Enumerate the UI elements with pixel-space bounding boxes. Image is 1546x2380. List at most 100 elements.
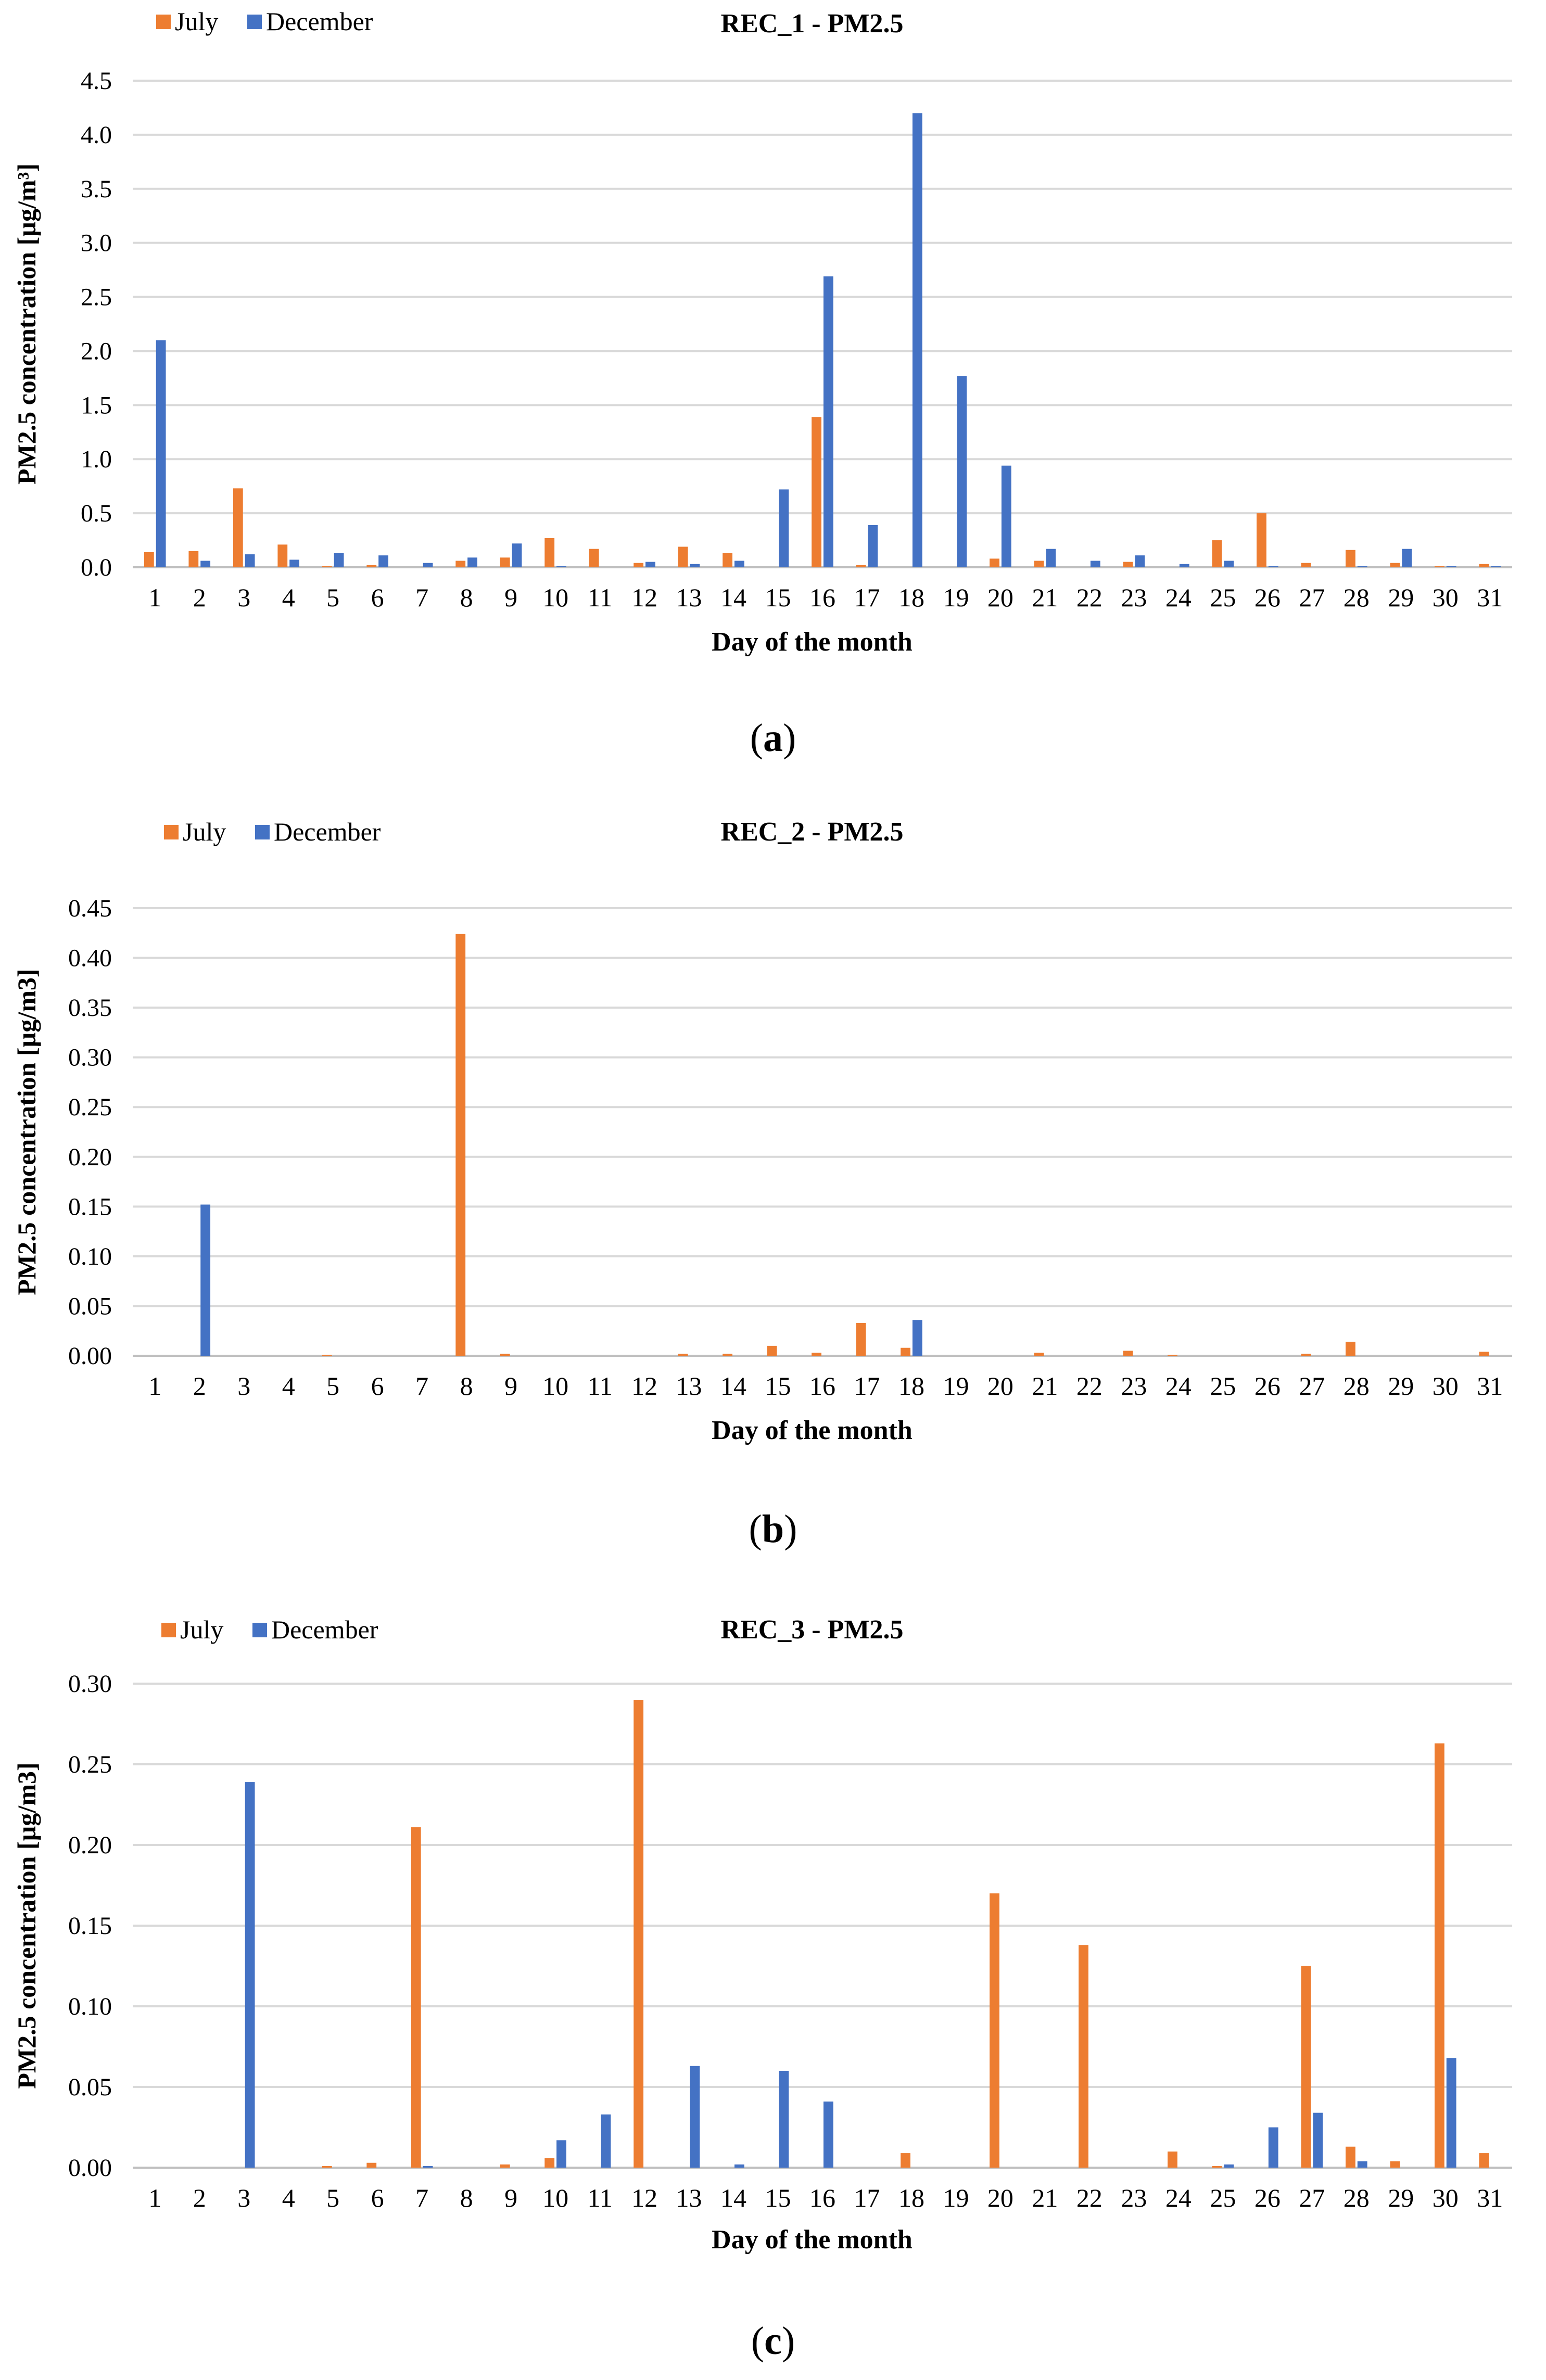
bar-july-day-31	[1479, 1352, 1489, 1356]
x-tick-label: 29	[1388, 583, 1414, 612]
bar-december-day-16	[823, 2101, 833, 2168]
bar-december-day-7	[423, 563, 433, 567]
x-tick-label: 20	[987, 583, 1013, 612]
x-tick-label: 30	[1433, 583, 1459, 612]
y-tick-label: 0.10	[68, 1993, 112, 2020]
y-tick-label: 3.5	[81, 175, 112, 203]
legend-label-july: July	[180, 1615, 223, 1644]
bar-july-day-2	[188, 551, 199, 567]
x-tick-label: 14	[720, 2183, 746, 2212]
x-tick-label: 28	[1344, 1371, 1370, 1401]
bar-december-day-17	[868, 525, 878, 567]
bar-december-day-25	[1224, 2164, 1234, 2168]
legend-label-july: July	[175, 7, 218, 36]
bar-december-day-26	[1268, 2127, 1278, 2168]
caption-b: (b)	[749, 1507, 797, 1551]
bar-december-day-29	[1402, 549, 1412, 567]
x-tick-label: 20	[987, 2183, 1013, 2212]
bar-december-day-30	[1446, 2058, 1456, 2168]
x-tick-label: 14	[720, 583, 746, 612]
y-tick-label: 1.0	[81, 446, 112, 473]
x-tick-label: 25	[1210, 2183, 1236, 2212]
bar-july-day-11	[589, 549, 599, 567]
y-tick-label: 0.15	[68, 1912, 112, 1940]
x-tick-label: 30	[1433, 2183, 1459, 2212]
bar-december-day-18	[912, 1320, 922, 1356]
bar-december-day-20	[1001, 465, 1011, 567]
bar-december-day-6	[378, 555, 388, 567]
bar-december-day-12	[645, 562, 655, 567]
bar-july-day-16	[812, 417, 821, 567]
caption-c: (c)	[751, 2319, 795, 2363]
bar-july-day-31	[1479, 2153, 1489, 2168]
bar-july-day-1	[144, 552, 154, 567]
x-tick-label: 12	[631, 583, 657, 612]
x-tick-label: 12	[631, 1371, 657, 1401]
y-tick-label: 0.30	[68, 1670, 112, 1698]
x-tick-label: 2	[193, 2183, 206, 2212]
x-tick-label: 19	[943, 583, 969, 612]
x-tick-label: 11	[588, 1371, 613, 1401]
y-tick-label: 0.40	[68, 945, 112, 972]
x-tick-label: 9	[504, 1371, 517, 1401]
y-tick-label: 0.20	[68, 1831, 112, 1859]
x-tick-label: 15	[765, 583, 791, 612]
chart-panel-b: 0.00 0.05 0.10 0.15 0.20 0.25 0.30 0.35 0.40 0.45…	[0, 796, 1546, 1567]
chart-title: REC_1 - PM2.5	[721, 9, 904, 39]
bar-december-day-1	[156, 340, 166, 567]
x-tick-label: 17	[854, 2183, 880, 2212]
bar-july-day-6	[366, 565, 377, 567]
x-tick-label: 16	[809, 2183, 835, 2212]
bar-december-day-10	[556, 2140, 566, 2168]
y-tick-label: 0.05	[68, 2073, 112, 2101]
bar-december-day-22	[1090, 561, 1100, 567]
x-tick-label: 6	[371, 1371, 384, 1401]
bar-december-day-3	[245, 1782, 255, 2168]
x-axis-label: Day of the month	[712, 1416, 913, 1445]
x-tick-label: 1	[148, 583, 161, 612]
y-axis-label: PM2.5 concentration [µg/m3]	[12, 1762, 41, 2089]
bar-december-day-19	[957, 376, 967, 567]
legend-label-december: December	[271, 1615, 378, 1644]
bar-december-day-10	[556, 566, 566, 567]
bar-july-day-10	[544, 538, 555, 567]
x-tick-label: 20	[987, 1371, 1013, 1401]
x-tick-label: 15	[765, 2183, 791, 2212]
bar-july-day-7	[411, 1827, 421, 2168]
bar-july-day-17	[856, 1322, 866, 1356]
x-tick-label: 23	[1121, 2183, 1147, 2212]
bar-july-day-15	[767, 1345, 777, 1356]
chart-title: REC_3 - PM2.5	[721, 1615, 904, 1645]
x-tick-label: 6	[371, 583, 384, 612]
x-tick-label: 13	[676, 2183, 702, 2212]
bar-december-day-21	[1046, 549, 1056, 567]
bar-july-day-24	[1168, 1355, 1177, 1356]
bar-july-day-30	[1434, 566, 1444, 567]
bar-july-day-12	[633, 563, 644, 567]
bar-july-day-28	[1346, 1342, 1355, 1356]
bar-december-day-5	[334, 553, 344, 567]
y-tick-label: 0.00	[68, 1342, 112, 1370]
bar-july-day-12	[633, 1700, 644, 2168]
x-tick-label: 7	[415, 1371, 428, 1401]
x-tick-label: 31	[1477, 1371, 1503, 1401]
x-tick-label: 19	[943, 2183, 969, 2212]
bar-december-day-9	[512, 543, 522, 567]
chart-title: REC_2 - PM2.5	[721, 817, 904, 847]
x-axis-label: Day of the month	[712, 2225, 913, 2255]
bar-december-day-27	[1313, 2112, 1323, 2168]
bar-july-day-31	[1479, 564, 1489, 567]
x-tick-label: 31	[1477, 2183, 1503, 2212]
x-tick-label: 5	[326, 583, 339, 612]
bar-july-day-25	[1212, 2166, 1222, 2168]
x-tick-label: 3	[237, 2183, 250, 2212]
bar-july-day-23	[1123, 1351, 1133, 1356]
bar-july-day-5	[322, 2166, 332, 2168]
x-tick-label: 18	[898, 1371, 924, 1401]
x-tick-label: 28	[1344, 2183, 1370, 2212]
x-tick-label: 11	[588, 2183, 613, 2212]
bar-december-day-15	[779, 489, 789, 567]
x-tick-label: 17	[854, 583, 880, 612]
x-tick-label: 8	[460, 583, 473, 612]
bar-july-day-26	[1257, 513, 1266, 567]
